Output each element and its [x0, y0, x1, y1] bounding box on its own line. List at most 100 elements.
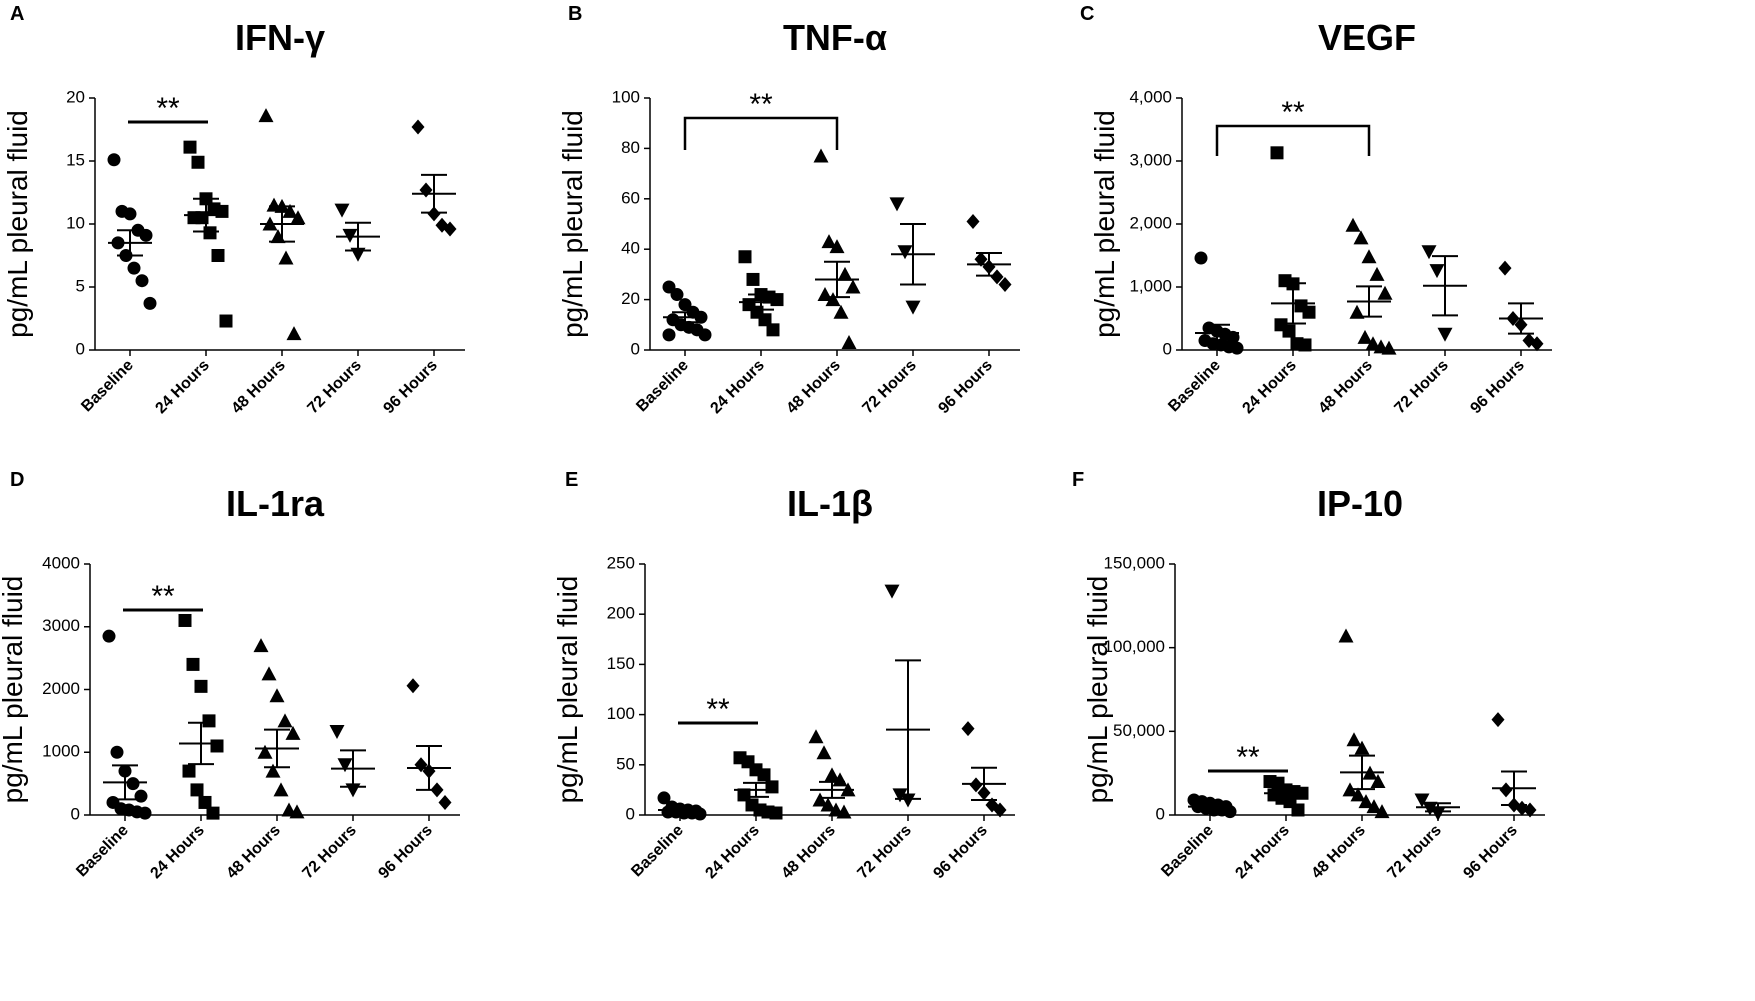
point — [1414, 793, 1430, 808]
y-tick-label: 4000 — [42, 553, 80, 572]
point — [186, 657, 200, 671]
point — [1361, 249, 1377, 264]
point — [1350, 787, 1366, 802]
point — [746, 272, 760, 286]
point — [812, 792, 828, 807]
y-tick-label: 40 — [621, 239, 640, 258]
point — [1523, 802, 1537, 818]
point — [273, 782, 289, 797]
point — [758, 313, 772, 327]
x-tick-label: Baseline — [1158, 822, 1217, 881]
point — [289, 804, 305, 819]
point — [1302, 305, 1316, 319]
point — [757, 768, 771, 782]
y-tick-label: 2000 — [42, 679, 80, 698]
point — [897, 245, 913, 260]
point — [974, 251, 988, 267]
y-tick-label: 1,000 — [1129, 276, 1172, 295]
point — [824, 767, 840, 782]
x-tick-label: 24 Hours — [1232, 822, 1293, 883]
x-tick-label: Baseline — [628, 822, 687, 881]
point — [337, 758, 353, 773]
point — [1381, 340, 1397, 355]
x-tick-label: 24 Hours — [702, 822, 763, 883]
point — [833, 304, 849, 319]
point — [135, 274, 149, 288]
point — [427, 206, 441, 222]
panel-letter: C — [1080, 3, 1094, 25]
point — [102, 629, 116, 643]
point — [1499, 782, 1513, 798]
point — [265, 763, 281, 778]
x-tick-label: 48 Hours — [1308, 822, 1369, 883]
point — [1338, 628, 1354, 643]
point — [1365, 336, 1381, 351]
point — [411, 119, 425, 135]
x-tick-label: 96 Hours — [1460, 822, 1521, 883]
panel-letter: B — [568, 3, 582, 25]
point — [1349, 304, 1365, 319]
x-tick-label: 24 Hours — [1239, 357, 1300, 418]
point — [198, 795, 212, 809]
y-axis-label: pg/mL pleural fluid — [0, 576, 28, 804]
point — [1374, 804, 1390, 819]
chart-title: IP-10 — [1317, 483, 1403, 524]
point — [1498, 260, 1512, 276]
point — [670, 288, 684, 302]
y-tick-label: 20 — [66, 87, 85, 106]
point — [269, 688, 285, 703]
point — [821, 234, 837, 249]
point — [1369, 266, 1385, 281]
point — [892, 788, 908, 803]
y-tick-label: 150 — [607, 654, 635, 673]
x-tick-label: 48 Hours — [223, 822, 284, 883]
point — [285, 725, 301, 740]
x-tick-label: 96 Hours — [930, 822, 991, 883]
y-axis-label: pg/mL pleural fluid — [1082, 576, 1113, 804]
point — [1421, 245, 1437, 260]
point — [657, 791, 671, 805]
point — [290, 210, 306, 225]
point — [143, 296, 157, 310]
point — [219, 314, 233, 328]
x-tick-label: 96 Hours — [935, 357, 996, 418]
x-tick-label: 48 Hours — [783, 357, 844, 418]
point — [1270, 146, 1284, 160]
point — [286, 326, 302, 341]
point — [969, 777, 983, 793]
point — [282, 203, 298, 218]
significance-bracket — [1215, 124, 1371, 156]
chart-title: IFN-γ — [235, 17, 325, 58]
point — [1358, 794, 1374, 809]
point — [110, 745, 124, 759]
point — [277, 713, 293, 728]
y-tick-label: 50,000 — [1113, 721, 1165, 740]
significance-label: ** — [151, 580, 175, 613]
point — [1366, 799, 1382, 814]
y-tick-label: 2,000 — [1129, 213, 1172, 232]
x-tick-label: Baseline — [78, 357, 137, 416]
x-tick-label: 72 Hours — [1391, 357, 1452, 418]
y-axis-label: pg/mL pleural fluid — [557, 110, 588, 338]
significance-label: ** — [749, 88, 773, 121]
point — [845, 279, 861, 294]
significance-label: ** — [706, 693, 730, 726]
point — [211, 249, 225, 262]
point — [134, 789, 148, 803]
y-tick-label: 3000 — [42, 616, 80, 635]
x-tick-label: 24 Hours — [152, 357, 213, 418]
point — [766, 323, 780, 337]
point — [1370, 774, 1386, 789]
point — [841, 334, 857, 349]
point — [178, 613, 192, 627]
significance-label: ** — [156, 92, 180, 125]
point — [138, 806, 152, 820]
point — [990, 269, 1004, 285]
point — [961, 721, 975, 737]
x-tick-label: 48 Hours — [778, 822, 839, 883]
point — [769, 806, 783, 820]
point — [1437, 327, 1453, 342]
point — [182, 764, 196, 778]
point — [966, 213, 980, 229]
x-tick-label: 96 Hours — [1467, 357, 1528, 418]
